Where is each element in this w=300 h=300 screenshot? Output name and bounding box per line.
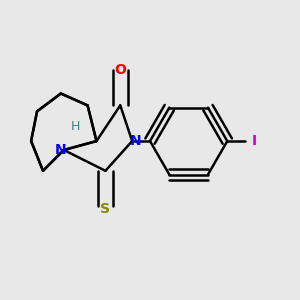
Text: O: O bbox=[114, 63, 126, 77]
Text: N: N bbox=[55, 143, 67, 157]
Text: N: N bbox=[129, 134, 141, 148]
Text: H: H bbox=[71, 120, 80, 133]
Text: S: S bbox=[100, 202, 110, 216]
Text: I: I bbox=[251, 134, 256, 148]
